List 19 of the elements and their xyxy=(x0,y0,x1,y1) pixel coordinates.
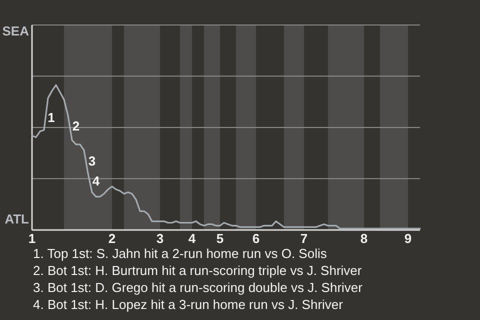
annotation: 1 xyxy=(48,110,55,125)
text: 3. Bot 1st: D. Grego hit a run-scoring double vs J. Shriver xyxy=(33,280,364,295)
x-tick-label: 5 xyxy=(216,231,224,246)
x-tick-label: 8 xyxy=(360,231,368,246)
annotation: 4 xyxy=(92,174,100,189)
x-tick-label: 7 xyxy=(300,231,308,246)
text: SEA xyxy=(2,23,30,38)
annotation: 3 xyxy=(88,153,96,168)
x-tick-label: 4 xyxy=(188,231,196,246)
x-tick-label: 3 xyxy=(156,231,164,246)
text: 2. Bot 1st: H. Burtrum hit a run-scoring triple vs J. Shriver xyxy=(33,263,362,278)
text: 4. Bot 1st: H. Lopez hit a 3-run home run vs J. Shriver xyxy=(33,297,344,312)
x-tick-label: 2 xyxy=(108,231,116,246)
x-tick-label: 6 xyxy=(252,231,260,246)
annotation: 2 xyxy=(72,118,80,134)
x-tick-label: 9 xyxy=(404,231,412,246)
text: ATL xyxy=(4,211,30,226)
x-tick-label: 1 xyxy=(28,231,36,246)
text: 1. Top 1st: S. Jahn hit a 2-run home run vs O. Solis xyxy=(33,246,328,261)
